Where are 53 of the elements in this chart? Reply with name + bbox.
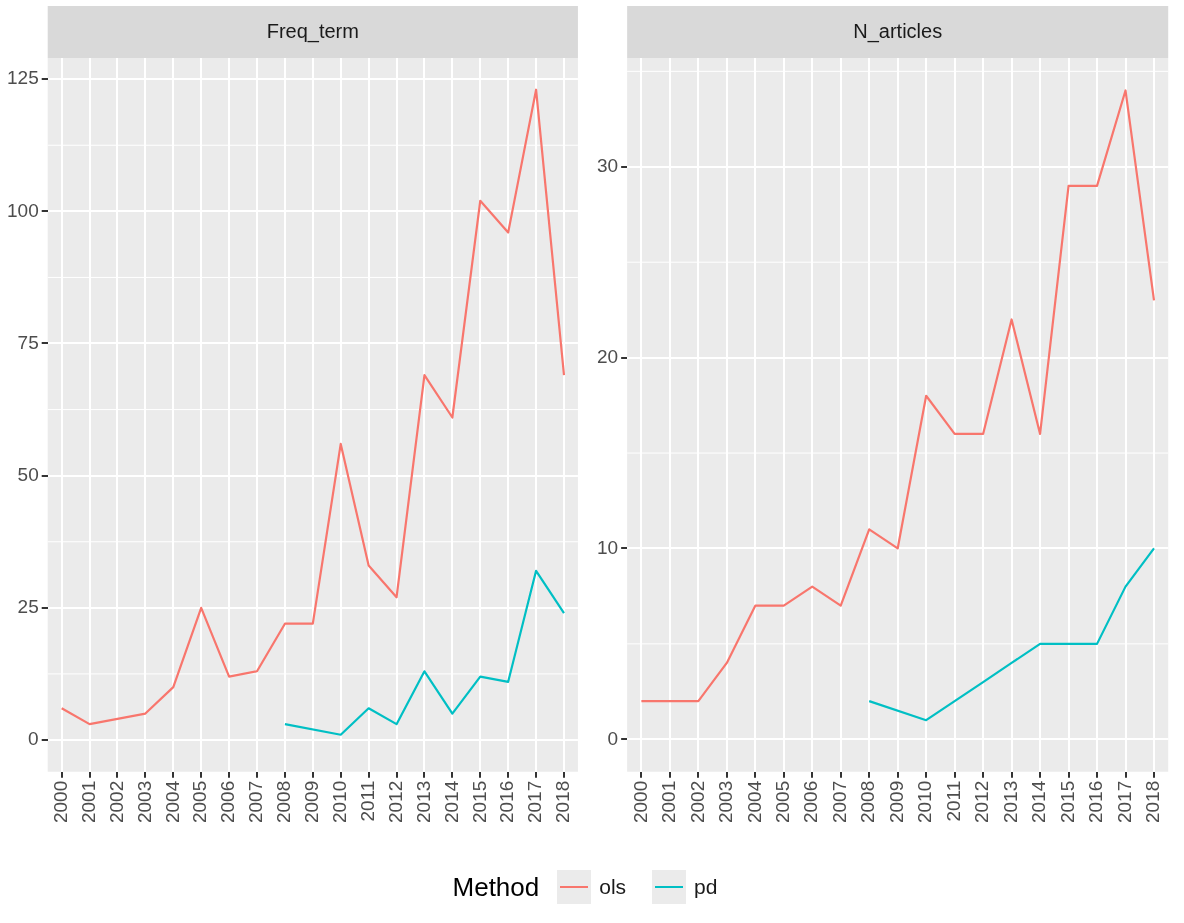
y-tick-label: 125 (7, 67, 39, 89)
y-tick-label: 50 (17, 463, 39, 485)
x-tick-label: 2013 (412, 780, 434, 824)
y-tick-label: 0 (607, 727, 619, 749)
x-tick-label: 2016 (1085, 780, 1107, 824)
x-tick-label: 2002 (686, 780, 708, 824)
x-tick-label: 2008 (273, 780, 295, 824)
y-tick-label: 0 (28, 728, 39, 750)
x-tick-label: 2003 (715, 780, 737, 824)
x-tick-label: 2007 (245, 780, 267, 824)
legend-label: pd (694, 875, 718, 899)
x-tick-label: 2006 (800, 780, 822, 824)
x-tick-label: 2006 (217, 780, 239, 824)
legend-title: Method (452, 871, 540, 903)
y-tick-label: 30 (596, 155, 619, 177)
y-tick-label: 75 (17, 331, 39, 353)
x-tick-label: 2018 (552, 780, 574, 824)
x-tick-label: 2002 (105, 780, 127, 824)
legend-label: ols (599, 875, 627, 899)
x-tick-label: 2015 (468, 780, 490, 824)
chart-title: Freq_term (266, 19, 359, 43)
chart-title: N_articles (853, 19, 943, 43)
x-tick-label: 2011 (942, 780, 964, 822)
x-tick-label: 2009 (885, 780, 907, 824)
x-tick-label: 2017 (524, 780, 546, 824)
x-tick-label: 2008 (857, 780, 879, 824)
x-tick-label: 2014 (1028, 780, 1050, 824)
x-tick-label: 2005 (772, 780, 793, 824)
x-tick-label: 2003 (133, 780, 155, 824)
x-tick-label: 2011 (356, 780, 378, 822)
x-tick-label: 2000 (49, 780, 71, 824)
x-tick-label: 2014 (440, 780, 462, 824)
y-tick-label: 25 (17, 596, 39, 618)
y-tick-label: 20 (596, 345, 619, 367)
x-tick-label: 2010 (914, 780, 936, 824)
x-tick-label: 2001 (77, 780, 99, 824)
y-tick-label: 100 (7, 199, 39, 221)
x-tick-label: 2000 (629, 780, 651, 824)
x-tick-label: 2010 (328, 780, 350, 824)
x-tick-label: 2016 (496, 780, 518, 824)
x-tick-label: 2005 (189, 780, 211, 824)
x-tick-label: 2009 (301, 780, 323, 824)
x-tick-label: 2012 (971, 780, 993, 824)
x-tick-label: 2001 (658, 780, 680, 824)
x-tick-label: 2013 (999, 780, 1021, 824)
x-tick-label: 2012 (384, 780, 406, 824)
x-tick-label: 2004 (743, 780, 765, 824)
x-tick-label: 2007 (828, 780, 850, 824)
x-tick-label: 2017 (1113, 780, 1135, 824)
x-tick-label: 2018 (1142, 780, 1164, 824)
y-tick-label: 10 (596, 536, 619, 558)
x-tick-label: 2015 (1056, 780, 1078, 824)
x-tick-label: 2004 (161, 780, 183, 824)
